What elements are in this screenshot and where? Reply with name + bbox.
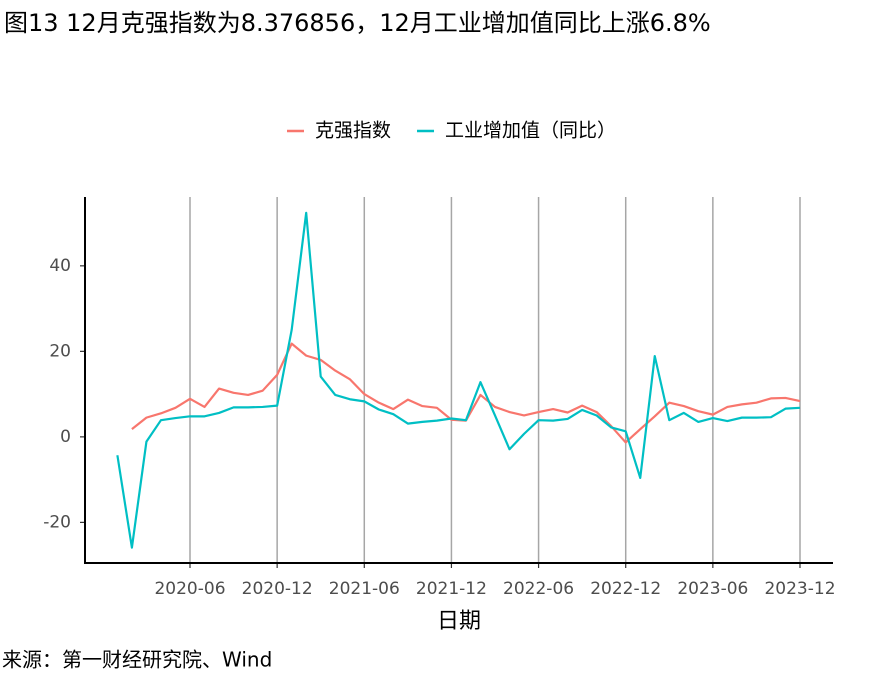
y-tick-label: 20: [49, 341, 71, 361]
series-line: [131, 342, 801, 444]
y-tick-label: 40: [49, 256, 71, 276]
x-tick-label: 2020-06: [154, 579, 225, 599]
legend-label: 克强指数: [315, 120, 391, 142]
x-tick-label: 2020-12: [242, 579, 313, 599]
x-tick-label: 2023-12: [764, 579, 835, 599]
x-tick-label: 2022-06: [503, 579, 574, 599]
x-axis-title: 日期: [437, 609, 481, 634]
source-note: 来源：第一财经研究院、Wind: [2, 648, 272, 672]
y-tick-label: 0: [60, 427, 71, 447]
x-tick-label: 2021-12: [416, 579, 487, 599]
legend-label: 工业增加值（同比）: [445, 120, 616, 142]
x-tick-label: 2021-06: [329, 579, 400, 599]
x-tick-label: 2022-12: [590, 579, 661, 599]
x-tick-label: 2023-06: [677, 579, 748, 599]
y-tick-label: -20: [43, 512, 71, 532]
chart-title: 图13 12月克强指数为8.376856，12月工业增加值同比上涨6.8%: [4, 9, 711, 37]
series-line: [116, 211, 801, 549]
